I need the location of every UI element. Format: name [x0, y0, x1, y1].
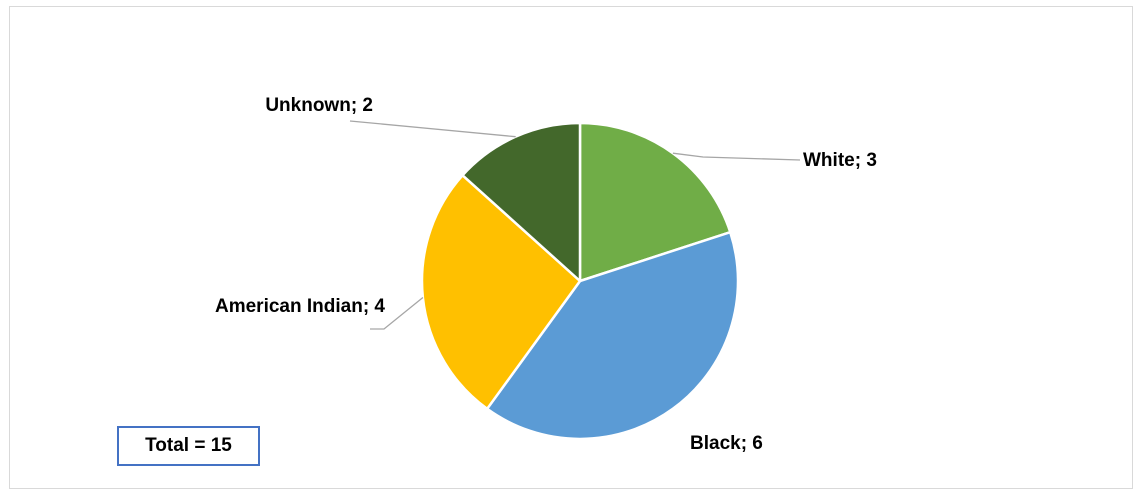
pie-slice-white	[578, 121, 732, 283]
total-annotation: Total = 15	[117, 426, 260, 466]
pie-slices	[420, 121, 740, 441]
leader-line-white	[672, 152, 801, 161]
pie-slice-unknown	[461, 121, 582, 283]
leader-lines	[349, 120, 801, 330]
data-label-american-indian: American Indian; 4	[215, 296, 385, 317]
data-label-unknown: Unknown; 2	[265, 95, 373, 116]
data-label-black: Black; 6	[690, 433, 763, 454]
pie-slice-black	[485, 230, 740, 441]
data-labels: White; 3 Black; 6 American Indian; 4 Unk…	[215, 95, 877, 454]
leader-line-american-indian	[370, 296, 424, 330]
total-label: Total = 15	[145, 435, 232, 456]
data-label-white: White; 3	[803, 150, 877, 171]
leader-line-unknown	[349, 120, 516, 138]
